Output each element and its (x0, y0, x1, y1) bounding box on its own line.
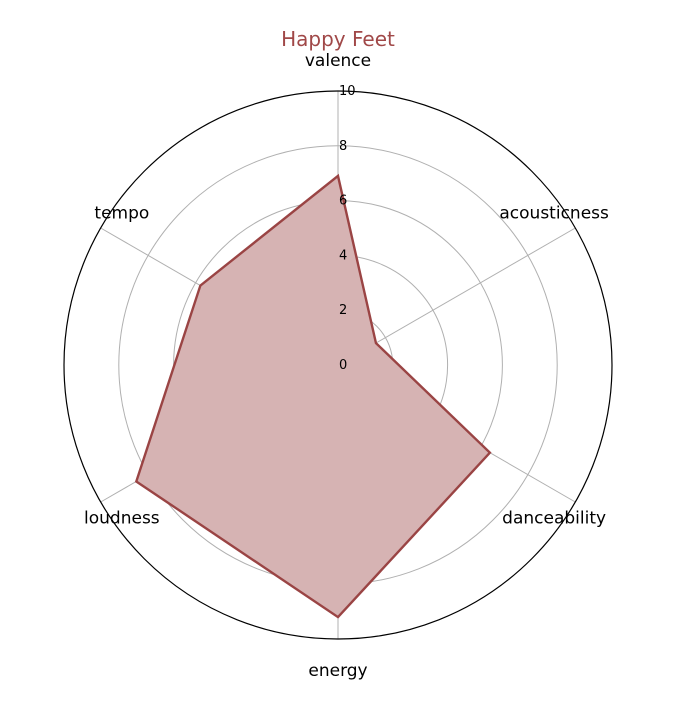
axis-label-loudness: loudness (84, 509, 160, 529)
axis-label-valence: valence (305, 51, 371, 71)
tick-label-6: 6 (339, 194, 347, 209)
tick-label-0: 0 (339, 358, 347, 373)
outer-frame (63, 90, 613, 640)
tick-label-10: 10 (339, 84, 356, 99)
radial-ticks: 0 2 4 6 8 10 (339, 84, 356, 373)
tick-label-2: 2 (339, 303, 347, 318)
series-area (136, 175, 490, 618)
chart-title: Happy Feet (281, 27, 395, 51)
spoke-acousticness (337, 227, 576, 366)
axis-label-acousticness: acousticness (499, 204, 609, 224)
tick-label-4: 4 (339, 248, 347, 263)
axis-label-energy: energy (308, 661, 367, 681)
axis-label-tempo: tempo (94, 204, 149, 224)
axis-labels: valence acousticness danceability energy lou… (84, 51, 609, 681)
axis-label-danceability: danceability (502, 509, 606, 529)
radar-series (134, 173, 492, 619)
tick-label-8: 8 (339, 139, 347, 154)
